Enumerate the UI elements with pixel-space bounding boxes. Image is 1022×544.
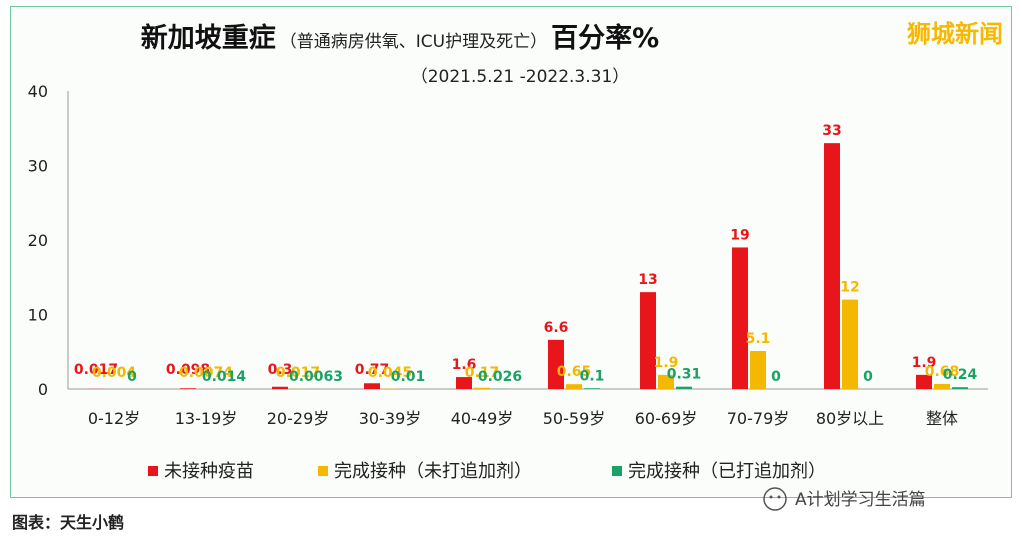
- y-tick-label: 20: [28, 231, 48, 250]
- footer-source: 图表：天生小鹤: [12, 513, 124, 532]
- bar-1: [824, 143, 840, 389]
- legend-label: 完成接种（未打追加剂）: [334, 461, 532, 482]
- data-label: 0.098: [166, 362, 210, 378]
- bar-1: [916, 374, 932, 389]
- data-label: 1.9: [912, 355, 937, 371]
- bar-2: [474, 387, 490, 389]
- x-tick-label: 60-69岁: [635, 409, 698, 428]
- x-tick-label: 20-29岁: [267, 409, 330, 428]
- x-tick-label: 13-19岁: [175, 409, 238, 428]
- y-tick-label: 40: [28, 82, 48, 101]
- bar-1: [548, 339, 564, 389]
- bar-1: [640, 292, 656, 389]
- wechat-account: A计划学习生活篇: [795, 490, 926, 510]
- data-label: 0.0063: [289, 369, 343, 385]
- legend-swatch: [318, 466, 328, 476]
- x-tick-label: 70-79岁: [727, 409, 790, 428]
- data-label: 6.6: [544, 320, 569, 336]
- data-label: 19: [730, 227, 749, 243]
- data-label: 1.6: [452, 357, 477, 373]
- chart-title: 新加坡重症 （普通病房供氧、ICU护理及死亡） 百分率%: [141, 22, 659, 54]
- bar-1: [732, 247, 748, 389]
- bar-3: [952, 387, 968, 389]
- wechat-icon: [763, 487, 787, 511]
- bar-3: [584, 388, 600, 389]
- bar-3: [676, 386, 692, 389]
- data-label: 0.68: [925, 364, 960, 380]
- data-label: 0.65: [557, 364, 592, 380]
- legend-label: 未接种疫苗: [164, 461, 254, 482]
- data-label: 0.77: [355, 362, 390, 378]
- bar-2: [566, 384, 582, 389]
- bar-1: [364, 383, 380, 389]
- data-label: 0.17: [465, 365, 500, 381]
- title-main: 新加坡重症: [141, 22, 276, 54]
- data-label: 0: [771, 369, 781, 385]
- footer-source-label: 图表：: [12, 513, 60, 532]
- data-label: 0: [863, 369, 873, 385]
- data-label: 5.1: [746, 331, 771, 347]
- legend-label: 完成接种（已打追加剂）: [628, 461, 826, 482]
- data-label: 0.1: [580, 368, 605, 384]
- data-label: 13: [638, 272, 657, 288]
- data-label: 0.045: [368, 365, 412, 381]
- x-tick-label: 30-39岁: [359, 409, 422, 428]
- data-label: 0.017: [276, 365, 320, 381]
- y-tick-label: 0: [38, 380, 48, 399]
- x-tick-label: 40-49岁: [451, 409, 514, 428]
- x-tick-label: 整体: [926, 409, 958, 428]
- data-label: 0.24: [943, 367, 978, 383]
- bar-2: [658, 374, 674, 389]
- bar-2: [842, 299, 858, 389]
- data-label: 0.004: [92, 365, 137, 381]
- bar-2: [934, 383, 950, 389]
- data-label: 0.31: [667, 367, 702, 383]
- y-tick-label: 10: [28, 306, 48, 325]
- x-tick-label: 80岁以上: [816, 409, 884, 428]
- bar-2: [750, 351, 766, 389]
- legend-swatch: [148, 466, 158, 476]
- data-label: 0.014: [202, 369, 247, 385]
- data-label: 0.3: [268, 362, 293, 378]
- brand-logo: 狮城新闻: [907, 20, 1003, 48]
- x-tick-label: 0-12岁: [88, 409, 140, 428]
- wechat-badge: A计划学习生活篇: [763, 487, 926, 511]
- bar-1: [456, 377, 472, 389]
- footer-source-author: 天生小鹤: [60, 513, 124, 532]
- title-note: （普通病房供氧、ICU护理及死亡）: [280, 32, 547, 52]
- chart-subtitle: （2021.5.21 -2022.3.31）: [411, 67, 630, 87]
- bar-1: [180, 388, 196, 389]
- legend: 未接种疫苗 完成接种（未打追加剂） 完成接种（已打追加剂）: [148, 461, 826, 482]
- x-tick-label: 50-59岁: [543, 409, 606, 428]
- legend-swatch: [612, 466, 622, 476]
- title-suffix: 百分率%: [551, 22, 659, 54]
- data-label: 0.0074: [179, 365, 233, 381]
- data-label: 0.01: [391, 369, 426, 385]
- data-label: 0.017: [74, 362, 118, 378]
- data-label: 33: [822, 123, 841, 139]
- data-label: 12: [840, 280, 859, 296]
- data-label: 1.9: [654, 355, 679, 371]
- data-label: 0: [127, 369, 137, 385]
- bar-1: [272, 386, 288, 389]
- chart-frame: [10, 6, 1012, 498]
- y-tick-label: 30: [28, 157, 48, 176]
- plot-area: 0102030400-12岁0.0170.004013-19岁0.0980.00…: [28, 82, 988, 428]
- data-label: 0.026: [478, 369, 522, 385]
